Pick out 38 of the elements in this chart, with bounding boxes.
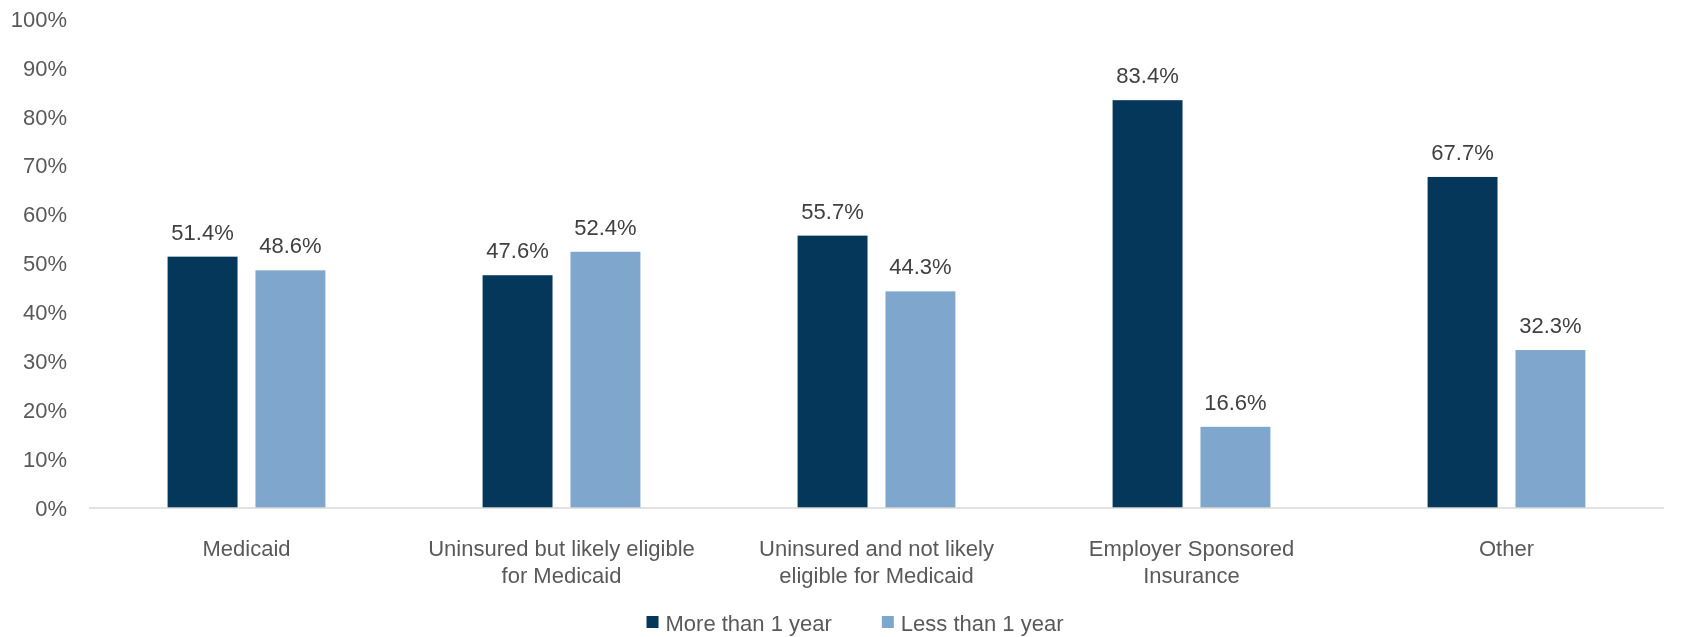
data-label: 44.3% xyxy=(889,254,952,280)
y-tick-label: 0% xyxy=(35,495,67,521)
y-tick-label: 50% xyxy=(22,251,67,277)
bar xyxy=(255,270,326,508)
x-tick-label: Other xyxy=(1478,536,1535,561)
y-tick-label: 60% xyxy=(22,202,67,228)
x-tick-label: Medicaid xyxy=(202,536,291,561)
data-label: 51.4% xyxy=(171,219,234,245)
data-label: 83.4% xyxy=(1116,63,1179,89)
x-tick-label: Employer Sponsored Insurance xyxy=(1088,536,1295,588)
data-label: 55.7% xyxy=(801,198,864,224)
x-tick-label: Uninsured but likely eligible for Medicaid xyxy=(428,536,695,588)
legend-label: Less than 1 year xyxy=(900,610,1064,636)
data-label: 47.6% xyxy=(486,238,549,264)
y-tick-label: 30% xyxy=(22,349,67,374)
x-tick-label: Uninsured and not likely eligible for Medicaid xyxy=(759,536,994,588)
y-tick-label: 20% xyxy=(22,397,67,423)
y-tick-label: 70% xyxy=(22,153,67,179)
legend-label: More than 1 year xyxy=(665,610,832,636)
bar xyxy=(797,235,868,508)
bar xyxy=(570,251,641,508)
bar xyxy=(1427,176,1498,508)
bar xyxy=(1112,100,1183,508)
y-tick-label: 90% xyxy=(22,55,67,81)
y-tick-label: 80% xyxy=(22,104,67,130)
bar xyxy=(482,275,553,508)
y-tick-label: 40% xyxy=(22,300,67,326)
bar xyxy=(885,291,956,508)
bar xyxy=(1200,426,1271,508)
data-label: 52.4% xyxy=(574,214,637,240)
data-label: 32.3% xyxy=(1519,313,1582,339)
bar xyxy=(1515,350,1586,508)
data-label: 16.6% xyxy=(1204,389,1267,415)
y-tick-label: 100% xyxy=(10,6,67,32)
y-tick-label: 10% xyxy=(22,446,67,472)
data-label: 67.7% xyxy=(1431,139,1494,165)
bar xyxy=(167,256,238,508)
data-label: 48.6% xyxy=(259,233,322,259)
